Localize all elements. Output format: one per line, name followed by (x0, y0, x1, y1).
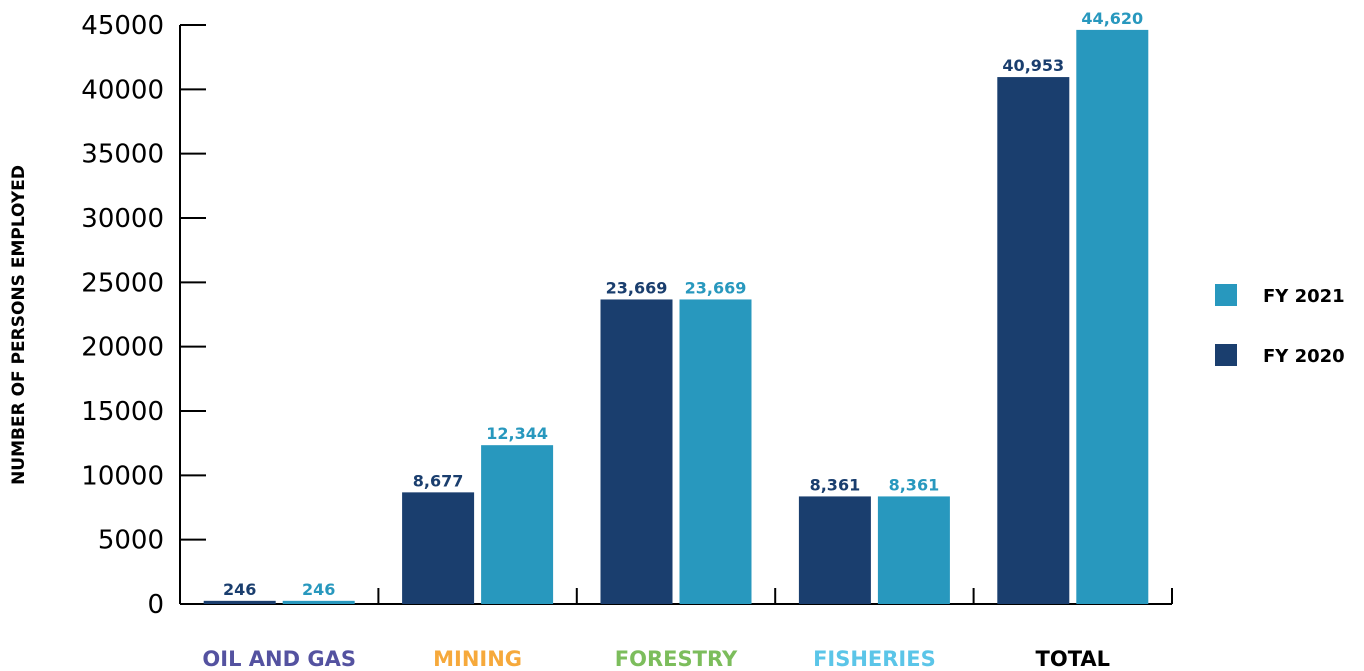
bar-value-label: 246 (223, 580, 256, 599)
legend: FY 2021 FY 2020 (1215, 284, 1345, 367)
y-axis-label: NUMBER OF PERSONS EMPLOYED (9, 165, 29, 485)
bar (679, 299, 752, 604)
y-tick-label: 25000 (81, 268, 164, 298)
bar (600, 299, 673, 604)
bar-value-label: 8,361 (889, 475, 940, 494)
legend-label: FY 2020 (1263, 346, 1345, 367)
bar (402, 492, 475, 604)
y-tick-label: 30000 (81, 204, 164, 234)
bar (481, 445, 554, 604)
bar-value-label: 12,344 (486, 424, 548, 443)
x-category-label: TOTAL (1036, 647, 1111, 671)
legend-swatch (1215, 284, 1237, 306)
x-category-label: MINING (433, 647, 522, 671)
y-tick-label: 0 (147, 590, 164, 620)
bars: 246 246 8,677 12,344 23,669 23,669 8,361 8,361 4… (203, 9, 1149, 604)
bar (997, 77, 1070, 604)
bar-value-label: 40,953 (1002, 56, 1064, 75)
x-category-label: OIL AND GAS (202, 647, 356, 671)
bar-value-label: 23,669 (606, 278, 668, 297)
y-tick-label: 10000 (81, 461, 164, 491)
legend-swatch (1215, 344, 1237, 366)
y-tick-label: 20000 (81, 333, 164, 363)
x-category-label: FORESTRY (615, 647, 738, 671)
legend-label: FY 2021 (1263, 286, 1345, 307)
y-tick-label: 45000 (81, 11, 164, 41)
bar-value-label: 246 (302, 580, 335, 599)
y-axis: 0 5000 10000 15000 20000 25000 30000 35000 40000… (81, 11, 206, 620)
bar-value-label: 8,677 (413, 471, 464, 490)
y-tick-label: 15000 (81, 397, 164, 427)
x-category-label: FISHERIES (813, 647, 936, 671)
y-tick-label: 5000 (98, 526, 164, 556)
bar-value-label: 23,669 (685, 278, 747, 297)
bar-value-label: 44,620 (1081, 9, 1143, 28)
bar (203, 600, 276, 604)
bar (282, 600, 355, 604)
y-tick-label: 40000 (81, 75, 164, 105)
y-tick-label: 35000 (81, 140, 164, 170)
bar (798, 496, 871, 604)
bar (1076, 29, 1149, 604)
bar-value-label: 8,361 (810, 475, 861, 494)
bar (877, 496, 950, 604)
